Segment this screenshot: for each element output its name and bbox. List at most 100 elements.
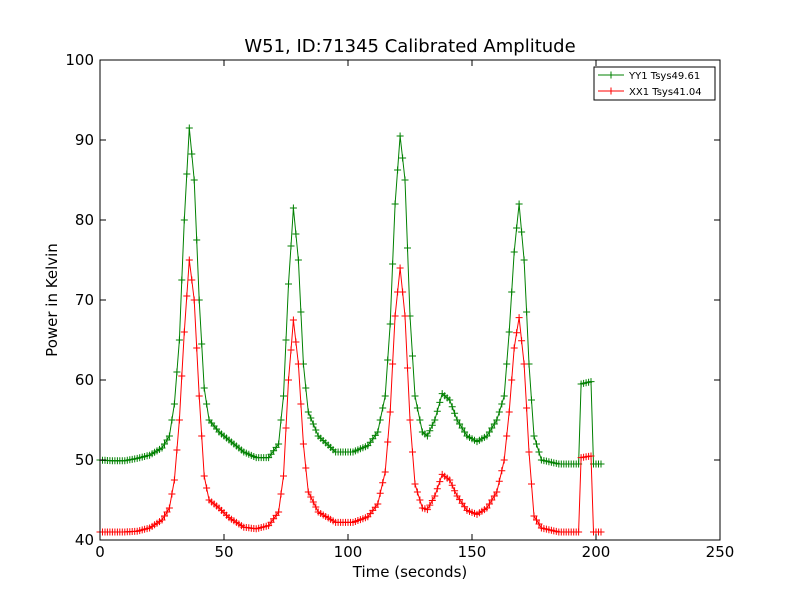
plot-frame <box>99 59 721 541</box>
data-point <box>180 328 188 336</box>
data-point <box>498 400 506 408</box>
data-point <box>535 448 543 456</box>
y-tick-label: 100 <box>65 51 94 69</box>
data-point <box>394 166 402 174</box>
data-point <box>374 500 382 508</box>
data-point <box>409 352 416 360</box>
data-point <box>428 421 436 429</box>
data-point <box>411 392 419 400</box>
data-point <box>386 408 394 416</box>
data-point <box>500 392 508 400</box>
data-point <box>416 496 424 504</box>
data-point <box>505 328 513 336</box>
data-point <box>379 404 387 412</box>
chart-title: W51, ID:71345 Calibrated Amplitude <box>244 36 575 57</box>
legend-label: XX1 Tsys41.04 <box>629 87 702 98</box>
data-point <box>503 360 511 368</box>
data-point <box>411 480 419 488</box>
legend-box <box>593 66 716 101</box>
data-point <box>168 490 176 498</box>
data-point <box>533 516 540 524</box>
data-point <box>391 200 399 208</box>
x-axis-label: Time (seconds) <box>352 563 468 581</box>
data-point <box>518 228 526 236</box>
data-point <box>285 280 292 288</box>
data-point <box>178 372 186 380</box>
data-point <box>304 488 312 496</box>
data-point <box>404 364 411 372</box>
data-point <box>198 340 206 348</box>
data-point <box>490 492 498 500</box>
data-point <box>185 124 193 132</box>
legend-entries: YY1 Tsys49.61 XX1 Tsys41.04 <box>598 71 702 98</box>
data-point <box>297 400 305 408</box>
data-point <box>163 508 171 516</box>
data-point <box>277 490 285 498</box>
data-point <box>493 488 501 496</box>
data-point <box>461 503 469 511</box>
data-point <box>456 420 464 428</box>
data-point <box>458 499 466 507</box>
data-point <box>406 416 414 424</box>
data-point <box>448 403 456 411</box>
data-point <box>587 378 595 386</box>
data-point <box>404 244 411 252</box>
data-point <box>488 496 496 504</box>
data-point <box>302 384 310 392</box>
data-point <box>170 400 178 408</box>
data-point <box>175 416 183 424</box>
data-point <box>282 336 290 344</box>
data-point <box>396 132 404 140</box>
data-point <box>433 485 441 493</box>
data-point <box>376 489 384 497</box>
data-point <box>376 416 384 424</box>
data-point <box>389 260 397 268</box>
data-point <box>193 236 201 244</box>
data-point <box>503 432 511 440</box>
data-point <box>282 424 290 432</box>
data-point <box>180 216 188 224</box>
legend: YY1 Tsys49.61 XX1 Tsys41.04 <box>593 66 716 101</box>
data-point <box>458 424 466 432</box>
data-point <box>384 356 392 364</box>
y-tick-label: 80 <box>75 211 94 229</box>
x-tick-label: 150 <box>458 543 487 561</box>
y-tick-label: 50 <box>75 451 94 469</box>
data-point <box>287 346 295 354</box>
data-point <box>500 456 508 464</box>
data-point <box>508 376 516 384</box>
data-point <box>508 288 516 296</box>
data-point <box>495 408 503 416</box>
data-point <box>401 176 409 184</box>
data-point <box>294 256 302 264</box>
x-tick-label: 100 <box>334 543 363 561</box>
data-point <box>520 256 528 264</box>
data-point <box>510 248 518 256</box>
y-tick-label: 60 <box>75 371 94 389</box>
data-point <box>379 479 387 487</box>
data-point <box>188 276 196 284</box>
data-point <box>190 176 198 184</box>
data-point <box>528 396 535 404</box>
data-point <box>203 484 211 492</box>
data-point <box>535 520 543 528</box>
data-point <box>483 504 491 512</box>
data-point <box>597 460 605 468</box>
data-point <box>433 407 441 415</box>
legend-marker <box>607 71 615 79</box>
series-layer <box>96 124 605 536</box>
data-point <box>307 493 315 501</box>
data-point <box>381 468 389 476</box>
series-0 <box>96 124 605 468</box>
data-point <box>198 432 206 440</box>
data-point <box>461 428 469 436</box>
y-tick-label: 40 <box>75 531 94 549</box>
data-point <box>297 308 305 316</box>
data-point <box>277 416 285 424</box>
data-point <box>170 476 178 484</box>
data-point <box>523 308 531 316</box>
data-point <box>453 416 461 424</box>
data-point <box>515 200 523 208</box>
data-point <box>391 312 399 320</box>
data-point <box>200 384 208 392</box>
